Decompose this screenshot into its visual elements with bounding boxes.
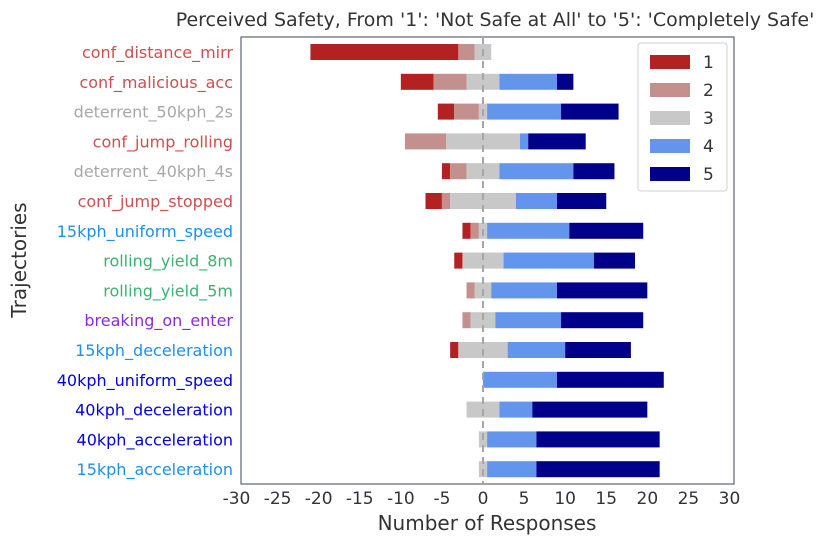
bar-segment-5 [536,461,660,478]
bar-segment-5 [561,312,644,329]
x-tick-label: -5 [433,489,450,509]
y-category-label: 15kph_deceleration [75,341,233,361]
bar-segment-4 [515,193,557,209]
y-category-label: 40kph_uniform_speed [57,371,233,391]
bar-segment-5 [573,163,615,180]
legend-swatch-5 [650,167,690,181]
x-tick-label: 25 [678,489,700,509]
legend-label: 3 [703,109,714,129]
x-tick-label: 15 [595,489,617,509]
x-tick-label: -10 [387,489,415,509]
bar-segment-1 [454,252,463,269]
bar-segment-1 [400,73,434,90]
legend-swatch-2 [650,83,690,97]
y-category-label: breaking_on_enter [84,311,233,331]
x-tick-label: 10 [554,489,576,509]
bar-segment-5 [565,342,631,358]
bar-segment-3 [450,193,516,209]
x-tick-label: 30 [719,489,741,509]
x-axis-label: Number of Responses [378,511,597,535]
bar-segment-4 [499,401,533,418]
legend-label: 5 [703,165,714,185]
bar-segment-2 [470,222,479,239]
x-tick-label: -20 [305,489,333,509]
bar-segment-4 [503,252,594,269]
bars-group [310,44,664,478]
bar-segment-3 [466,73,500,90]
bar-segment-4 [487,431,537,448]
bar-segment-1 [437,103,455,120]
bar-segment-4 [491,282,557,299]
bar-segment-2 [450,163,467,180]
bar-segment-4 [499,73,557,90]
bar-segment-4 [483,371,557,388]
bar-segment-1 [425,193,442,209]
bar-segment-5 [556,193,607,209]
y-category-label: rolling_yield_5m [103,281,233,301]
y-category-label: deterrent_40kph_4s [74,162,233,182]
y-category-label: 15kph_acceleration [77,460,233,480]
bar-segment-2 [462,312,471,329]
bar-segment-5 [536,431,660,448]
legend-swatch-3 [650,111,690,125]
bar-segment-2 [433,73,467,90]
bar-segment-5 [556,371,664,388]
y-category-label: 40kph_deceleration [75,401,233,421]
legend-label: 1 [703,53,714,73]
y-category-label: 15kph_uniform_speed [57,222,233,242]
legend-label: 4 [703,137,714,157]
y-category-label: deterrent_50kph_2s [74,103,233,123]
bar-segment-4 [519,133,529,150]
bar-segment-4 [499,163,574,180]
legend-label: 2 [703,81,714,101]
bar-segment-4 [495,312,562,329]
bar-segment-5 [556,73,574,90]
x-tick-label: 20 [637,489,659,509]
y-category-label: conf_jump_stopped [78,192,233,212]
bar-segment-1 [310,44,459,60]
bar-segment-5 [528,133,586,150]
bar-segment-3 [446,133,520,150]
bar-segment-5 [561,103,619,120]
y-category-label: conf_malicious_acc [79,73,233,93]
bar-segment-4 [507,342,566,358]
y-category-label: 40kph_acceleration [77,430,233,450]
x-tick-label: -25 [264,489,292,509]
bar-segment-2 [454,103,479,120]
bar-segment-4 [487,222,570,239]
bar-segment-5 [569,222,644,239]
bar-segment-1 [462,222,471,239]
bar-segment-2 [404,133,447,150]
y-axis-label: Trajectories [7,202,31,318]
x-tick-label: -15 [346,489,374,509]
bar-segment-4 [487,461,537,478]
bar-segment-1 [441,163,451,180]
bar-segment-1 [450,342,459,358]
bar-segment-2 [458,44,475,60]
chart-title: Perceived Safety, From '1': 'Not Safe at… [176,9,815,31]
legend-swatch-1 [650,55,690,69]
bar-segment-5 [556,282,648,299]
bar-segment-5 [532,401,648,418]
y-category-labels: conf_distance_mirr conf_malicious_accdete… [57,43,234,480]
x-tick-label: 5 [519,489,530,509]
bar-segment-4 [487,103,562,120]
x-tick-labels: -30 -25 -20 -15 -10 -5 0 5 10 15 20 25 30 [223,489,741,509]
legend-swatch-4 [650,139,690,153]
bar-segment-2 [466,282,475,299]
y-category-label: rolling_yield_8m [103,252,233,272]
bar-segment-5 [593,252,636,269]
bar-segment-3 [470,312,496,329]
x-tick-label: 0 [478,489,489,509]
bar-segment-3 [462,252,504,269]
x-tick-label: -30 [223,489,251,509]
y-category-label: conf_jump_rolling [93,132,233,152]
bar-segment-2 [441,193,451,209]
y-category-label: conf_distance_mirr [82,43,233,63]
legend: 1 2 3 4 5 [637,42,728,192]
